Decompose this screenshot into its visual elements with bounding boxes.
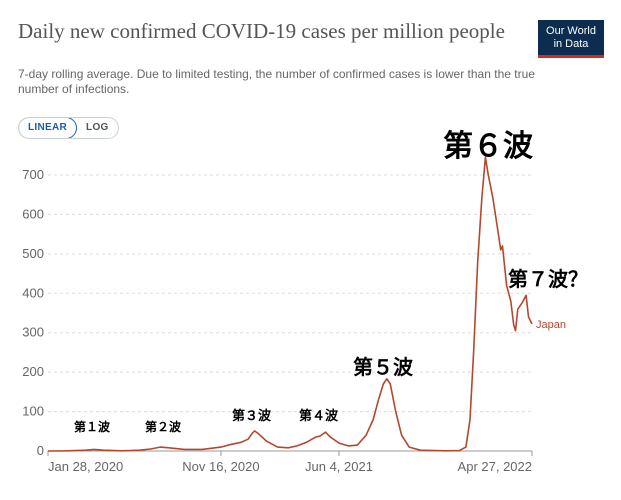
logo-line-2: in Data (553, 38, 589, 50)
log-button[interactable]: LOG (86, 122, 109, 133)
y-tick-label: 700 (22, 167, 44, 182)
annotation-wave-3: 第３波 (232, 409, 272, 424)
x-tick-label: Nov 16, 2020 (182, 459, 259, 474)
chart-subtitle: 7-day rolling average. Due to limited te… (18, 67, 535, 96)
y-tick-label: 200 (22, 364, 44, 379)
owid-logo[interactable]: Our World in Data (538, 20, 604, 58)
annotation-wave-6: 第６波 (443, 129, 533, 164)
annotation-wave-5: 第５波 (353, 355, 413, 379)
series-label-japan: Japan (536, 319, 566, 331)
x-tick-label: Apr 27, 2022 (458, 459, 532, 474)
linear-button[interactable]: LINEAR (18, 118, 78, 138)
annotation-wave-7: 第７波？ (508, 267, 588, 291)
logo-line-1: Our World (546, 25, 596, 37)
x-tick-label: Jun 4, 2021 (305, 459, 373, 474)
y-tick-label: 600 (22, 206, 44, 221)
y-tick-label: 500 (22, 246, 44, 261)
series-line-japan (47, 156, 533, 452)
chart-title: Daily new confirmed COVID-19 cases per m… (18, 19, 505, 43)
y-tick-label: 0 (37, 443, 44, 458)
y-tick-label: 400 (22, 285, 44, 300)
y-tick-label: 100 (22, 404, 44, 419)
annotation-wave-4: 第４波 (299, 409, 339, 424)
annotation-wave-1: 第１波 (74, 420, 111, 434)
x-tick-label: Jan 28, 2020 (48, 459, 123, 474)
annotation-wave-2: 第２波 (145, 420, 182, 434)
scale-toggle: LINEAR LOG (18, 117, 119, 139)
y-tick-label: 300 (22, 325, 44, 340)
